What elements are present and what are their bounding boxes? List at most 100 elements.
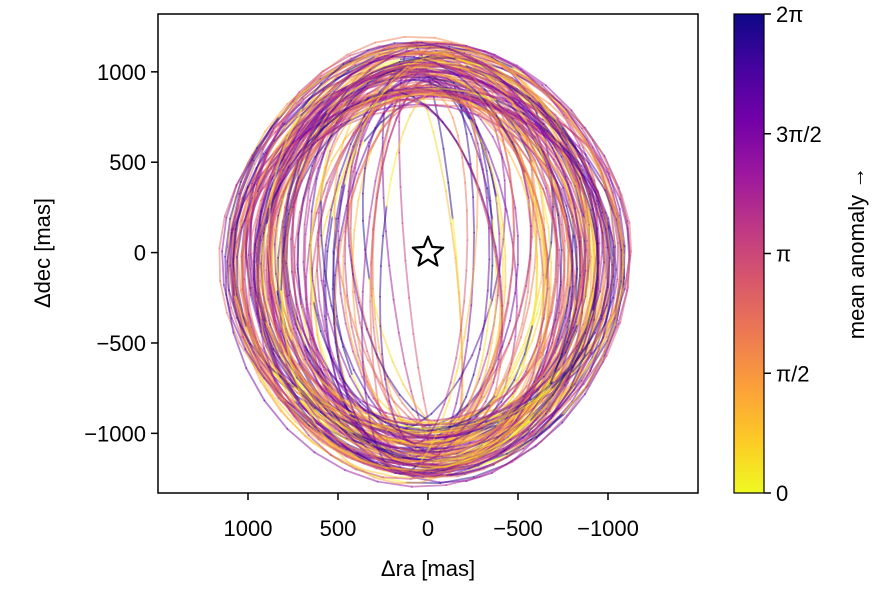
orbit-segment — [604, 227, 611, 259]
orbit-segment — [494, 281, 498, 315]
orbit-segment — [343, 380, 362, 403]
orbit-segment — [327, 88, 350, 116]
orbit-segment — [293, 211, 301, 249]
orbit-segment — [395, 131, 405, 156]
orbit-segment — [319, 428, 349, 447]
orbit-segment — [334, 408, 362, 424]
orbit-segment — [509, 343, 525, 374]
y-tick-label: −500 — [96, 331, 146, 356]
orbit-segment — [248, 304, 258, 341]
orbit-segment — [620, 194, 631, 224]
orbit-segment — [450, 468, 481, 477]
orbit-segment — [307, 434, 332, 457]
orbit-segment — [347, 165, 353, 193]
orbit-segment — [345, 455, 378, 470]
orbit-track — [291, 55, 546, 457]
orbit-segment — [375, 467, 409, 476]
orbit-segment — [264, 323, 281, 358]
orbit-segment — [493, 53, 522, 71]
orbit-segment — [249, 253, 257, 291]
orbit-segment — [387, 116, 398, 142]
orbit-segment — [236, 256, 239, 289]
orbit-segment — [365, 328, 378, 356]
orbit-segment — [612, 268, 617, 299]
orbit-segment — [565, 384, 589, 417]
orbit-segment — [378, 49, 410, 55]
orbit-segment — [458, 424, 480, 436]
orbit-segment — [393, 400, 410, 418]
orbit-segment — [331, 96, 360, 114]
orbit-segment — [425, 107, 435, 134]
orbit-segment — [270, 247, 274, 279]
colorbar-label: mean anomaly → — [844, 167, 869, 339]
orbit-segment — [480, 370, 492, 396]
orbit-segment — [384, 378, 391, 403]
orbit-segment — [319, 420, 347, 440]
orbit-segment — [563, 150, 584, 176]
orbit-segment — [299, 393, 316, 425]
orbit-segment — [225, 294, 235, 334]
orbit-segment — [388, 380, 404, 405]
orbit-segment — [296, 263, 302, 296]
orbit-segment — [364, 432, 380, 451]
orbit-segment — [296, 317, 310, 346]
orbit-segment — [530, 146, 547, 172]
orbit-segment — [618, 237, 621, 278]
orbit-segment — [588, 314, 602, 344]
orbit-segment — [527, 258, 532, 294]
orbit-segment — [245, 324, 259, 360]
orbit-segment — [477, 366, 492, 396]
orbit-segment — [525, 345, 538, 373]
orbit-segment — [434, 58, 461, 66]
orbit-segment — [278, 239, 282, 276]
orbit-segment — [482, 81, 508, 102]
orbit-segment — [564, 286, 571, 319]
orbit-segment — [501, 285, 507, 319]
orbit-segment — [338, 143, 352, 177]
x-tick-label: 1000 — [224, 516, 273, 541]
orbit-segment — [266, 122, 284, 153]
orbit-segment — [466, 68, 492, 84]
orbit-segment — [579, 236, 585, 276]
orbit-segment — [495, 57, 524, 74]
orbit-segment — [478, 461, 513, 478]
orbit-segment — [335, 186, 343, 220]
orbit-segment — [485, 61, 513, 81]
orbit-segment — [400, 448, 425, 457]
orbit-segment — [520, 339, 534, 367]
orbit-segment — [372, 196, 378, 231]
orbit-segment — [342, 399, 369, 416]
orbit-segment — [299, 293, 309, 324]
orbit-segment — [556, 103, 582, 134]
orbit-segment — [500, 434, 531, 455]
orbit-segment — [447, 73, 470, 88]
orbit-segment — [316, 238, 319, 272]
orbit-segment — [256, 116, 280, 149]
orbit-segment — [343, 151, 355, 186]
orbit-segment — [232, 228, 237, 263]
orbit-segment — [247, 233, 253, 272]
orbit-segment — [443, 448, 467, 457]
orbit-segment — [459, 300, 466, 332]
orbit-segment — [396, 481, 423, 485]
orbit-segment — [458, 354, 474, 380]
orbit-segment — [566, 308, 577, 343]
orbit-segment — [257, 356, 276, 389]
orbit-segment — [492, 85, 517, 103]
orbit-segment — [264, 145, 285, 178]
orbit-segment — [522, 170, 534, 206]
orbit-segment — [547, 226, 553, 264]
orbit-segment — [291, 258, 297, 296]
orbit-segment — [529, 393, 554, 422]
orbit-segment — [469, 118, 483, 143]
orbit-segment — [313, 184, 323, 215]
orbit-segment — [496, 436, 524, 457]
orbit-segment — [255, 240, 260, 272]
orbit-segment — [295, 407, 322, 431]
orbit-segment — [410, 484, 448, 488]
orbit-segment — [484, 381, 495, 403]
orbit-segment — [564, 221, 570, 253]
orbit-segment — [376, 356, 384, 386]
orbit-segment — [270, 281, 281, 321]
orbit-segment — [602, 311, 616, 343]
